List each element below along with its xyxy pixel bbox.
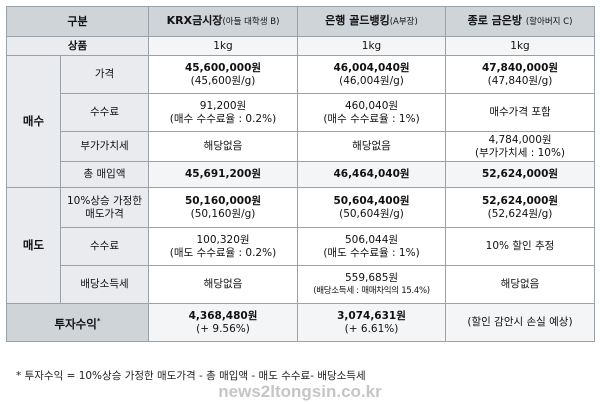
buy-price-bank: 46,004,040원 (46,004원/g)	[297, 55, 446, 94]
dividend-tax-row: 배당소득세 해당없음 559,685원 (배당소득세 : 매매차익의 15.4%…	[7, 265, 595, 304]
buy-total-row: 총 매입액 45,691,200원 46,464,040원 52,624,000…	[7, 161, 595, 188]
source-watermark: news2ltongsin.co.kr	[218, 382, 382, 401]
header-col3-name: 종로 금은방	[467, 14, 523, 27]
profit-bank-amount: 3,074,631원	[337, 309, 406, 322]
sell-fee-krx-amount: 100,320원	[196, 233, 250, 246]
dividend-tax-bank-rate: (배당소득세 : 매매차익의 15.4%)	[313, 285, 430, 296]
header-col1-sub: (아들 대학생 B)	[222, 17, 280, 27]
sell-price-bank-per-gram: (50,604원/g)	[339, 207, 404, 220]
buy-fee-shop: 매수가격 포함	[445, 93, 595, 132]
product-value-bank: 1kg	[297, 36, 446, 56]
buy-fee-label: 수수료	[60, 93, 149, 132]
sell-fee-krx-rate: (매도 수수료율 : 0.2%)	[169, 246, 277, 259]
buy-fee-bank-amount: 460,040원	[344, 99, 399, 112]
profit-krx: 4,368,480원 (+ 9.56%)	[148, 303, 298, 342]
buy-vat-shop-amount: 4,784,000원	[488, 133, 552, 146]
profit-bank-rate: (+ 6.61%)	[344, 322, 399, 335]
buy-price-label: 가격	[60, 55, 149, 94]
buy-vat-shop-rate: (부가가치세 : 10%)	[474, 146, 566, 159]
header-jongno-gold-shop: 종로 금은방 (할아버지 C)	[445, 6, 595, 37]
profit-shop: (할인 감안시 손실 예상)	[445, 303, 595, 342]
sell-price-row: 매도 10%상승 가정한 매도가격 50,160,000원 (50,160원/g…	[6, 187, 595, 304]
buy-fee-krx: 91,200원 (매수 수수료율 : 0.2%)	[148, 93, 298, 132]
header-bank-gold-banking: 은행 골드뱅킹(A부장)	[297, 6, 446, 37]
buy-price-row: 매수 가격 45,600,000원 (45,600원/g) 46,004,040…	[6, 55, 595, 188]
sell-fee-shop: 10% 할인 추정	[445, 227, 595, 266]
sell-price-shop: 52,624,000원 (52,624원/g)	[445, 187, 595, 228]
buy-vat-krx: 해당없음	[148, 131, 298, 162]
sell-fee-bank-amount: 506,044원	[344, 233, 399, 246]
header-category: 구분	[6, 6, 149, 37]
header-col3-sub: (할아버지 C)	[525, 17, 573, 27]
sell-price-shop-per-gram: (52,624원/g)	[487, 207, 553, 220]
profit-footnote: * 투자수익 = 10%상승 가정한 매도가격 - 총 매입액 - 매도 수수료…	[16, 370, 366, 382]
gold-investment-comparison-table: 구분 KRX금시장(아들 대학생 B) 은행 골드뱅킹(A부장) 종로 금은방 …	[6, 6, 595, 342]
dividend-tax-shop: 해당없음	[445, 265, 595, 304]
profit-krx-amount: 4,368,480원	[188, 309, 258, 322]
buy-price-shop-per-gram: (47,840원/g)	[487, 74, 553, 87]
sell-price-krx: 50,160,000원 (50,160원/g)	[148, 187, 298, 228]
sell-price-label: 10%상승 가정한 매도가격	[60, 187, 149, 228]
sell-fee-bank-rate: (매도 수수료율 : 1%)	[323, 246, 420, 259]
profit-label-text: 투자수익	[54, 316, 97, 331]
sell-fee-label: 수수료	[60, 227, 149, 266]
dividend-tax-bank: 559,685원 (배당소득세 : 매매차익의 15.4%)	[297, 265, 446, 304]
buy-price-shop: 47,840,000원 (47,840원/g)	[445, 55, 595, 94]
profit-row: 투자수익* 4,368,480원 (+ 9.56%) 3,074,631원 (+…	[6, 303, 595, 342]
header-col1-name: KRX금시장	[166, 14, 223, 27]
dividend-tax-label: 배당소득세	[60, 265, 149, 304]
sell-price-shop-amount: 52,624,000원	[481, 194, 559, 207]
buy-vat-bank: 해당없음	[297, 131, 446, 162]
buy-price-shop-amount: 47,840,000원	[481, 61, 559, 74]
buy-fee-bank: 460,040원 (매수 수수료율 : 1%)	[297, 93, 446, 132]
product-value-shop: 1kg	[445, 36, 595, 56]
buy-fee-krx-rate: (매수 수수료율 : 0.2%)	[169, 112, 277, 125]
buy-fee-bank-rate: (매수 수수료율 : 1%)	[323, 112, 420, 125]
sell-price-label-line2: 매도가격	[85, 207, 124, 220]
sell-fee-bank: 506,044원 (매도 수수료율 : 1%)	[297, 227, 446, 266]
buy-vat-row: 부가가치세 해당없음 해당없음 4,784,000원 (부가가치세 : 10%)	[7, 131, 595, 162]
buy-total-krx: 45,691,200원	[148, 161, 298, 188]
profit-bank: 3,074,631원 (+ 6.61%)	[297, 303, 446, 342]
header-col2-name: 은행 골드뱅킹	[325, 14, 390, 27]
buy-total-label: 총 매입액	[60, 161, 149, 188]
buy-price-bank-per-gram: (46,004원/g)	[339, 74, 404, 87]
sell-fee-row: 수수료 100,320원 (매도 수수료율 : 0.2%) 506,044원 (…	[7, 227, 595, 266]
sell-fee-krx: 100,320원 (매도 수수료율 : 0.2%)	[148, 227, 298, 266]
header-krx-gold-market: KRX금시장(아들 대학생 B)	[148, 6, 298, 37]
sell-price-bank-amount: 50,604,400원	[333, 194, 410, 207]
table-header-row: 구분 KRX금시장(아들 대학생 B) 은행 골드뱅킹(A부장) 종로 금은방 …	[6, 6, 595, 37]
sell-price-label-line1: 10%상승 가정한	[67, 194, 142, 207]
profit-footnote-mark: *	[96, 316, 101, 325]
buy-vat-shop: 4,784,000원 (부가가치세 : 10%)	[445, 131, 595, 162]
product-value-krx: 1kg	[148, 36, 298, 56]
buy-price-bank-amount: 46,004,040원	[333, 61, 410, 74]
dividend-tax-krx: 해당없음	[148, 265, 298, 304]
buy-total-bank: 46,464,040원	[297, 161, 446, 188]
buy-section-label: 매수	[6, 55, 61, 188]
buy-total-shop: 52,624,000원	[445, 161, 595, 188]
buy-price-krx-per-gram: (45,600원/g)	[190, 74, 256, 87]
profit-krx-rate: (+ 9.56%)	[196, 322, 250, 335]
sell-price-krx-per-gram: (50,160원/g)	[190, 207, 256, 220]
header-col2-sub: (A부장)	[389, 17, 418, 27]
buy-vat-label: 부가가치세	[60, 131, 149, 162]
buy-fee-krx-amount: 91,200원	[199, 99, 247, 112]
sell-section-label: 매도	[6, 187, 61, 304]
buy-fee-row: 수수료 91,200원 (매수 수수료율 : 0.2%) 460,040원 (매…	[7, 93, 595, 132]
product-row: 상품 1kg 1kg 1kg	[6, 36, 595, 56]
buy-price-krx: 45,600,000원 (45,600원/g)	[148, 55, 298, 94]
sell-price-krx-amount: 50,160,000원	[184, 194, 262, 207]
profit-label: 투자수익*	[6, 303, 149, 342]
sell-price-bank: 50,604,400원 (50,604원/g)	[297, 187, 446, 228]
dividend-tax-bank-amount: 559,685원	[344, 271, 399, 284]
product-label: 상품	[6, 36, 149, 56]
buy-price-krx-amount: 45,600,000원	[184, 61, 262, 74]
